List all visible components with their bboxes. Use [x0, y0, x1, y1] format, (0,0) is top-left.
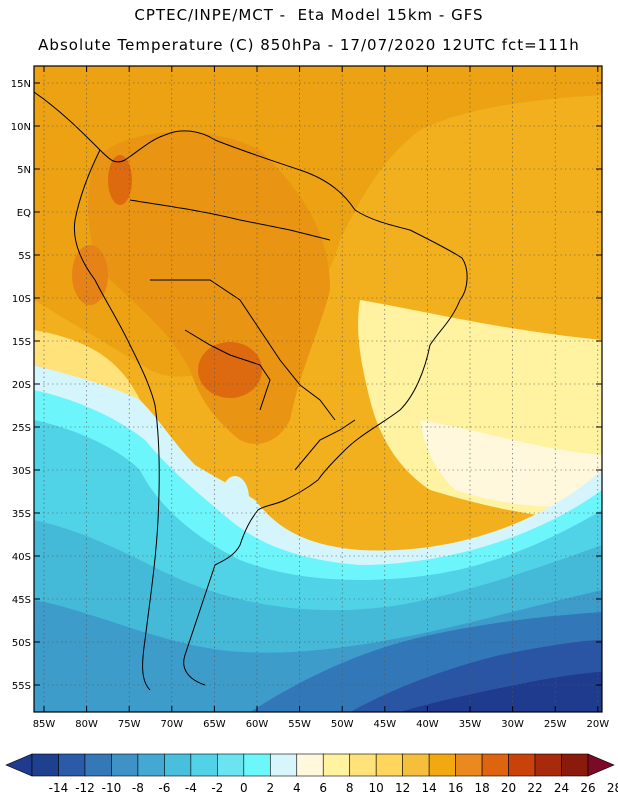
colorbar-segment [508, 753, 536, 777]
lat-label: 20S [12, 380, 31, 391]
colorbar-segment [561, 753, 589, 777]
field-hot-interior [88, 131, 331, 444]
lat-label: 55S [12, 681, 31, 692]
colorbar-label: 14 [422, 781, 437, 795]
lat-label: 35S [12, 509, 31, 520]
longitude-labels: 85W 80W 75W 70W 65W 60W 55W 50W 45W 40W 35W 30W 25W 2… [33, 66, 609, 730]
colorbar-label: -8 [132, 781, 144, 795]
colorbar-label: 4 [293, 781, 301, 795]
colorbar: -14 -12 -10 -8 -6 -4 -2 0 2 4 6 8 10 12 14 16 18 20 22 24 26… [5, 753, 618, 795]
colorbar-label: 24 [554, 781, 569, 795]
lon-label: 50W [331, 719, 354, 730]
lat-label: 5S [18, 251, 31, 262]
colorbar-label: -6 [158, 781, 170, 795]
colorbar-segment [111, 753, 139, 777]
lon-label: 60W [246, 719, 269, 730]
lon-label: 30W [501, 719, 524, 730]
lon-label: 65W [203, 719, 226, 730]
colorbar-segment [84, 753, 112, 777]
lat-label: EQ [17, 208, 31, 219]
lat-label: 10S [12, 294, 31, 305]
coastlines [34, 91, 468, 691]
lon-label: 70W [160, 719, 183, 730]
lat-label: 45S [12, 595, 31, 606]
colorbar-segment [322, 753, 351, 777]
map-title-line2: Absolute Temperature (C) 850hPa - 17/07/… [38, 36, 580, 54]
graticule [34, 66, 602, 712]
colorbar-label: 26 [580, 781, 595, 795]
latitude-labels: 15N 10N 5N EQ 5S 10S 15S 20S 25S 30S 35S 40S 45S 50S 5… [11, 79, 602, 692]
colorbar-segment [217, 753, 245, 777]
plot-frame [33, 65, 603, 713]
field-hotspot-chaco [198, 342, 262, 398]
colorbar-segment [137, 753, 165, 777]
field-darkest-blue [400, 672, 602, 712]
colorbar-segment [481, 753, 509, 777]
colorbar-label: 16 [448, 781, 463, 795]
colorbar-label: 0 [240, 781, 248, 795]
colorbar-label: 10 [369, 781, 384, 795]
colorbar-low-arrow [5, 753, 33, 777]
lon-label: 75W [118, 719, 141, 730]
colorbar-label: -10 [102, 781, 122, 795]
lat-label: 25S [12, 423, 31, 434]
colorbar-label: -2 [211, 781, 223, 795]
lon-label: 35W [459, 719, 482, 730]
lon-label: 85W [33, 719, 56, 730]
colorbar-segment [164, 753, 192, 777]
lat-label: 15N [11, 79, 31, 90]
lat-label: 30S [12, 466, 31, 477]
colorbar-label: 12 [395, 781, 410, 795]
lon-label: 80W [75, 719, 98, 730]
lat-label: 50S [12, 638, 31, 649]
colorbar-segment [534, 753, 562, 777]
temperature-field [34, 66, 602, 712]
colorbar-label: 22 [527, 781, 542, 795]
colorbar-label: -4 [185, 781, 197, 795]
colorbar-label: 20 [501, 781, 516, 795]
lon-label: 45W [373, 719, 396, 730]
field-cream-atlantic [420, 420, 602, 507]
lon-label: 25W [544, 719, 567, 730]
colorbar-label: 6 [319, 781, 327, 795]
lon-label: 40W [416, 719, 439, 730]
colorbar-segment [190, 753, 218, 777]
colorbar-high-arrow [587, 753, 615, 777]
colorbar-segment [58, 753, 86, 777]
colorbar-segment [428, 753, 456, 777]
map-title-line1: CPTEC/INPE/MCT - Eta Model 15km - GFS [134, 6, 484, 24]
colorbar-segment [269, 753, 298, 777]
colorbar-segment [296, 753, 324, 777]
colorbar-segment [402, 753, 430, 777]
lon-label: 55W [288, 719, 311, 730]
field-pale-patch [221, 476, 249, 520]
colorbar-label: 8 [346, 781, 354, 795]
colorbar-label: -14 [49, 781, 69, 795]
lat-label: 10N [11, 122, 31, 133]
colorbar-label: -12 [75, 781, 95, 795]
field-hotspot-andes-west [72, 245, 108, 305]
colorbar-segment [243, 753, 271, 777]
lat-label: 40S [12, 552, 31, 563]
colorbar-segment [375, 753, 403, 777]
colorbar-segment [349, 753, 377, 777]
lon-label: 20W [586, 719, 609, 730]
colorbar-label: 2 [266, 781, 274, 795]
colorbar-label: 28 [607, 781, 618, 795]
field-hotspot-andes-north [108, 155, 132, 205]
colorbar-segment [31, 753, 59, 777]
colorbar-segment [455, 753, 483, 777]
lat-label: 5N [17, 165, 31, 176]
colorbar-label: 18 [474, 781, 489, 795]
lat-label: 15S [12, 337, 31, 348]
